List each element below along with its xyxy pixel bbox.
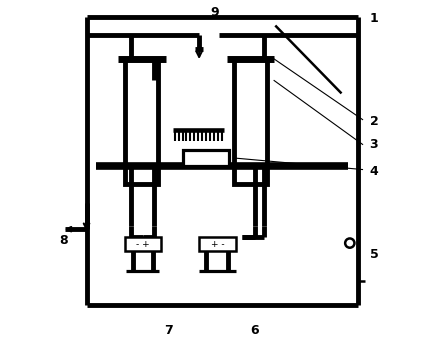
Bar xyxy=(183,150,229,166)
Bar xyxy=(199,237,236,251)
Bar xyxy=(234,59,267,184)
Text: 2: 2 xyxy=(370,115,378,128)
Text: 1: 1 xyxy=(370,13,378,25)
Text: 3: 3 xyxy=(370,138,378,151)
Bar xyxy=(125,237,161,251)
Text: 5: 5 xyxy=(370,247,378,260)
Text: 4: 4 xyxy=(370,165,378,178)
Text: 8: 8 xyxy=(60,234,68,247)
Text: - +: - + xyxy=(136,240,150,248)
Text: 9: 9 xyxy=(211,6,219,19)
Bar xyxy=(125,59,158,184)
Circle shape xyxy=(345,238,354,248)
Text: 7: 7 xyxy=(164,323,173,337)
Text: 6: 6 xyxy=(251,323,259,337)
Text: + -: + - xyxy=(211,240,224,248)
